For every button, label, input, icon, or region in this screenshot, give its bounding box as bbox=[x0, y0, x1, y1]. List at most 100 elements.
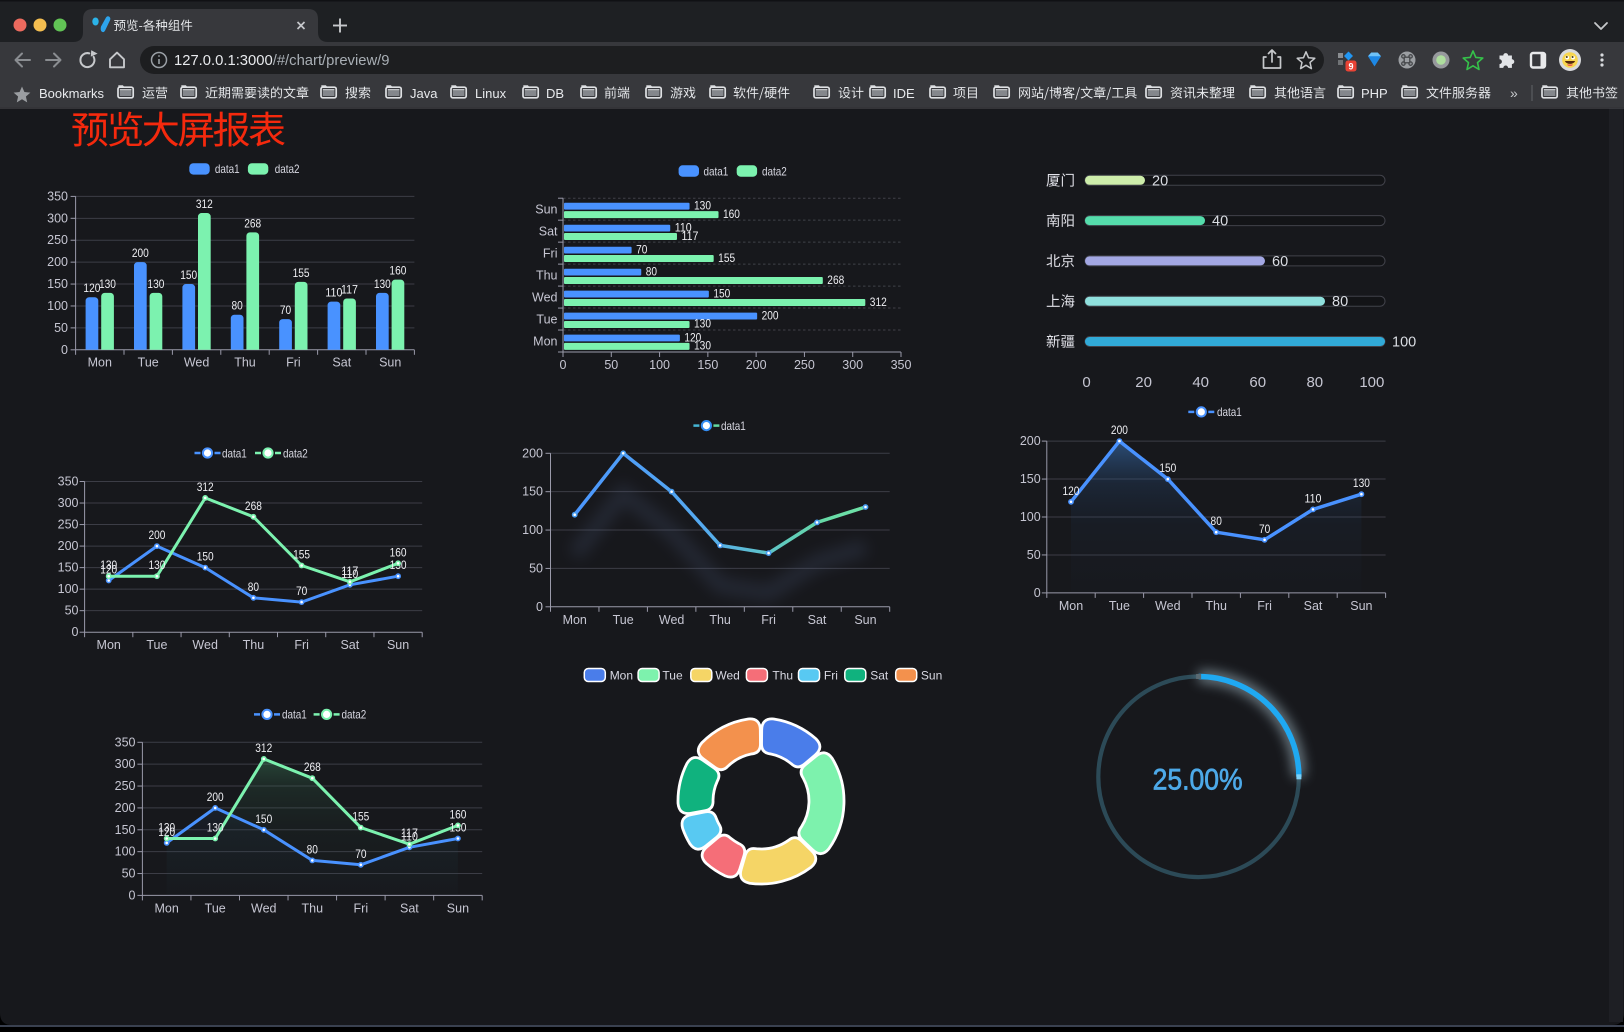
svg-text:Sun: Sun bbox=[447, 901, 469, 915]
svg-text:60: 60 bbox=[1249, 374, 1266, 391]
svg-text:50: 50 bbox=[529, 561, 543, 575]
svg-text:130: 130 bbox=[374, 277, 391, 291]
svg-text:Wed: Wed bbox=[532, 290, 558, 304]
svg-text:50: 50 bbox=[122, 867, 136, 881]
svg-text:200: 200 bbox=[132, 246, 149, 260]
svg-text:Thu: Thu bbox=[234, 355, 256, 369]
svg-text:130: 130 bbox=[1353, 476, 1370, 490]
svg-text:80: 80 bbox=[1306, 374, 1323, 391]
svg-text:IDE: IDE bbox=[893, 86, 915, 101]
svg-text:Sat: Sat bbox=[332, 355, 351, 369]
svg-text:Mon: Mon bbox=[97, 638, 121, 652]
svg-text:200: 200 bbox=[1020, 434, 1041, 448]
svg-text:130: 130 bbox=[148, 558, 165, 572]
svg-text:155: 155 bbox=[293, 547, 310, 561]
svg-text:70: 70 bbox=[280, 303, 292, 317]
svg-text:127.0.0.1:3000/#/chart/preview: 127.0.0.1:3000/#/chart/preview/9 bbox=[174, 53, 390, 69]
svg-text:350: 350 bbox=[47, 189, 68, 203]
svg-text:300: 300 bbox=[58, 496, 79, 510]
svg-text:50: 50 bbox=[1027, 548, 1041, 562]
svg-text:312: 312 bbox=[197, 480, 214, 494]
svg-text:Thu: Thu bbox=[536, 268, 558, 282]
svg-text:80: 80 bbox=[307, 842, 319, 856]
svg-text:data2: data2 bbox=[283, 446, 308, 460]
svg-text:130: 130 bbox=[100, 558, 117, 572]
svg-text:0: 0 bbox=[1034, 586, 1041, 600]
svg-text:40: 40 bbox=[1192, 374, 1209, 391]
svg-text:268: 268 bbox=[827, 273, 844, 287]
svg-text:155: 155 bbox=[718, 251, 735, 265]
svg-text:200: 200 bbox=[1111, 423, 1128, 437]
svg-text:0: 0 bbox=[129, 888, 136, 902]
svg-text:80: 80 bbox=[646, 264, 658, 278]
svg-text:data1: data1 bbox=[282, 708, 307, 722]
svg-text:0: 0 bbox=[560, 358, 567, 372]
svg-text:0: 0 bbox=[536, 600, 543, 614]
svg-text:Tue: Tue bbox=[536, 312, 557, 326]
svg-text:120: 120 bbox=[158, 825, 175, 839]
svg-text:70: 70 bbox=[355, 847, 367, 861]
svg-text:120: 120 bbox=[83, 281, 100, 295]
svg-text:312: 312 bbox=[870, 295, 887, 309]
svg-text:data2: data2 bbox=[762, 164, 787, 178]
svg-text:155: 155 bbox=[352, 810, 369, 824]
svg-text:200: 200 bbox=[115, 801, 136, 815]
svg-text:200: 200 bbox=[746, 358, 767, 372]
svg-text:160: 160 bbox=[723, 207, 740, 221]
svg-text:100: 100 bbox=[1359, 374, 1384, 391]
svg-text:Sat: Sat bbox=[539, 224, 558, 238]
svg-text:Tue: Tue bbox=[205, 901, 226, 915]
svg-text:200: 200 bbox=[762, 308, 779, 322]
svg-text:350: 350 bbox=[115, 735, 136, 749]
svg-text:268: 268 bbox=[304, 760, 321, 774]
svg-text:268: 268 bbox=[245, 499, 262, 513]
svg-text:Wed: Wed bbox=[715, 668, 739, 682]
svg-text:60: 60 bbox=[1272, 254, 1288, 270]
svg-text:Sat: Sat bbox=[1304, 599, 1323, 613]
svg-text:130: 130 bbox=[694, 317, 711, 331]
svg-text:160: 160 bbox=[449, 807, 466, 821]
svg-text:80: 80 bbox=[231, 299, 243, 313]
svg-text:Mon: Mon bbox=[533, 334, 557, 348]
svg-text:Sat: Sat bbox=[870, 668, 889, 682]
svg-text:20: 20 bbox=[1135, 374, 1152, 391]
svg-text:Fri: Fri bbox=[294, 638, 309, 652]
svg-text:data1: data1 bbox=[721, 419, 746, 433]
svg-text:Tue: Tue bbox=[1109, 599, 1130, 613]
svg-text:20: 20 bbox=[1152, 173, 1168, 189]
svg-text:150: 150 bbox=[115, 823, 136, 837]
svg-text:250: 250 bbox=[115, 779, 136, 793]
svg-text:Sun: Sun bbox=[854, 613, 876, 627]
svg-text:Sun: Sun bbox=[387, 638, 409, 652]
svg-text:Fri: Fri bbox=[286, 355, 301, 369]
svg-text:120: 120 bbox=[684, 330, 701, 344]
svg-text:200: 200 bbox=[58, 539, 79, 553]
svg-text:150: 150 bbox=[58, 561, 79, 575]
svg-text:50: 50 bbox=[65, 604, 79, 618]
svg-text:0: 0 bbox=[1082, 374, 1090, 391]
svg-text:Thu: Thu bbox=[243, 638, 265, 652]
svg-text:150: 150 bbox=[47, 277, 68, 291]
svg-text:120: 120 bbox=[1063, 484, 1080, 498]
svg-text:data2: data2 bbox=[275, 162, 300, 176]
svg-text:Fri: Fri bbox=[1257, 599, 1272, 613]
svg-text:110: 110 bbox=[325, 286, 342, 300]
svg-text:117: 117 bbox=[401, 826, 418, 840]
svg-text:Tue: Tue bbox=[613, 613, 634, 627]
svg-text:100: 100 bbox=[522, 523, 543, 537]
svg-text:117: 117 bbox=[341, 283, 358, 297]
svg-text:Sun: Sun bbox=[535, 202, 557, 216]
svg-text:Java: Java bbox=[410, 86, 438, 101]
svg-text:Thu: Thu bbox=[1205, 599, 1227, 613]
svg-text:350: 350 bbox=[891, 358, 912, 372]
svg-text:150: 150 bbox=[1159, 461, 1176, 475]
svg-text:Linux: Linux bbox=[475, 86, 507, 101]
svg-text:data2: data2 bbox=[342, 708, 367, 722]
svg-text:PHP: PHP bbox=[1361, 86, 1388, 101]
svg-text:200: 200 bbox=[47, 255, 68, 269]
svg-text:100: 100 bbox=[1392, 335, 1416, 351]
svg-text:Thu: Thu bbox=[772, 668, 793, 682]
svg-text:200: 200 bbox=[207, 790, 224, 804]
svg-text:Mon: Mon bbox=[1059, 599, 1083, 613]
svg-text:300: 300 bbox=[842, 358, 863, 372]
